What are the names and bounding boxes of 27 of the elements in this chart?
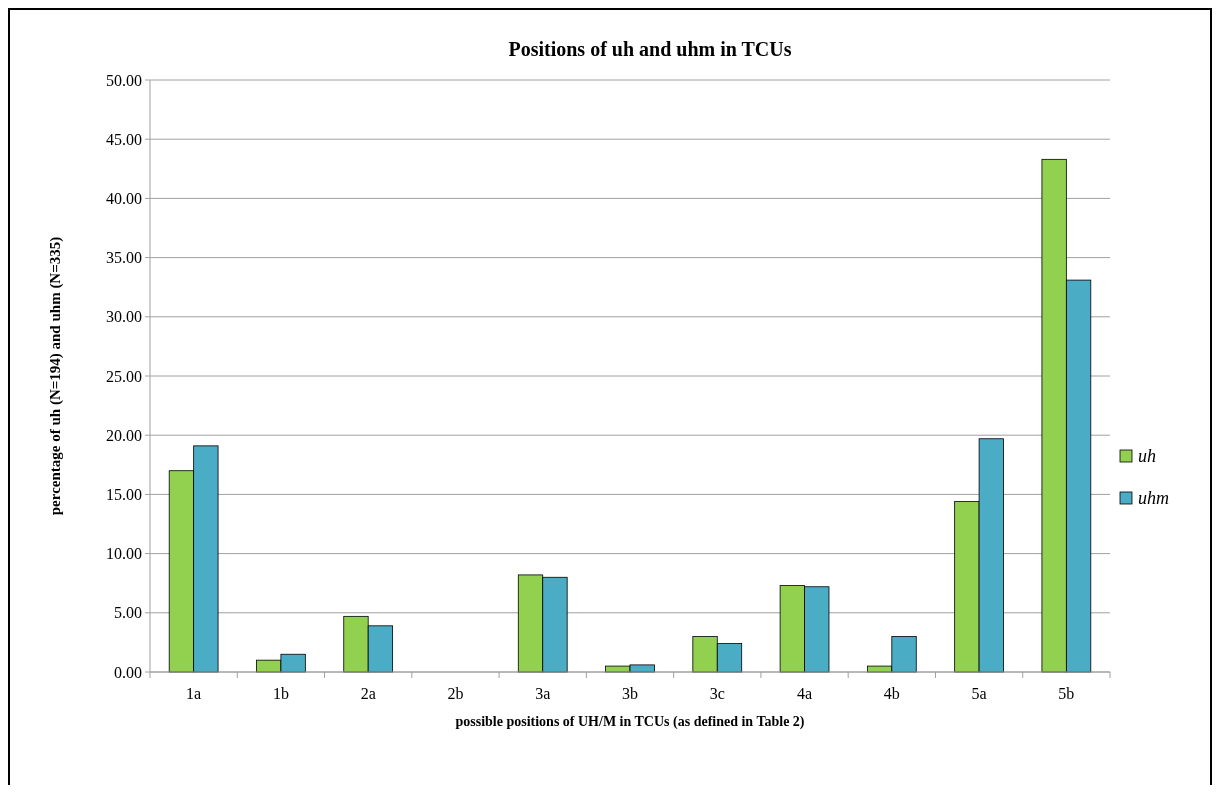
y-tick-label: 35.00 bbox=[106, 249, 142, 267]
legend-label: uhm bbox=[1138, 488, 1169, 509]
x-tick-label: 1b bbox=[272, 685, 289, 702]
x-tick-label: 4a bbox=[796, 685, 813, 702]
y-axis-title: percentage of uh (N=194) and uhm (N=335) bbox=[47, 236, 64, 516]
x-tick-label: 1a bbox=[186, 685, 202, 702]
y-tick-label: 5.00 bbox=[114, 604, 142, 622]
legend-label: uh bbox=[1138, 446, 1156, 467]
x-tick-label: 4b bbox=[883, 685, 900, 702]
x-tick-label: 3a bbox=[535, 685, 551, 702]
chart-title: Positions of uh and uhm in TCUs bbox=[508, 38, 792, 60]
x-tick-label: 3c bbox=[709, 685, 725, 702]
x-tick-label: 5a bbox=[971, 685, 987, 702]
y-tick-label: 30.00 bbox=[106, 308, 142, 326]
y-tick-label: 25.00 bbox=[106, 367, 142, 385]
y-tick-label: 0.00 bbox=[114, 663, 142, 681]
x-tick-label: 2b bbox=[447, 685, 464, 702]
y-tick-label: 20.00 bbox=[106, 426, 142, 444]
y-tick-label: 40.00 bbox=[106, 190, 142, 207]
x-axis-title: possible positions of UH/M in TCUs (as defined in Table 2) bbox=[455, 714, 805, 730]
x-tick-label: 3b bbox=[622, 685, 638, 702]
x-tick-label: 2a bbox=[360, 685, 376, 702]
y-tick-label: 10.00 bbox=[106, 545, 142, 563]
x-tick-label: 5b bbox=[1058, 685, 1075, 702]
y-tick-label: 45.00 bbox=[106, 130, 142, 148]
y-tick-label: 15.00 bbox=[106, 486, 142, 503]
y-tick-label: 50.00 bbox=[106, 71, 142, 89]
